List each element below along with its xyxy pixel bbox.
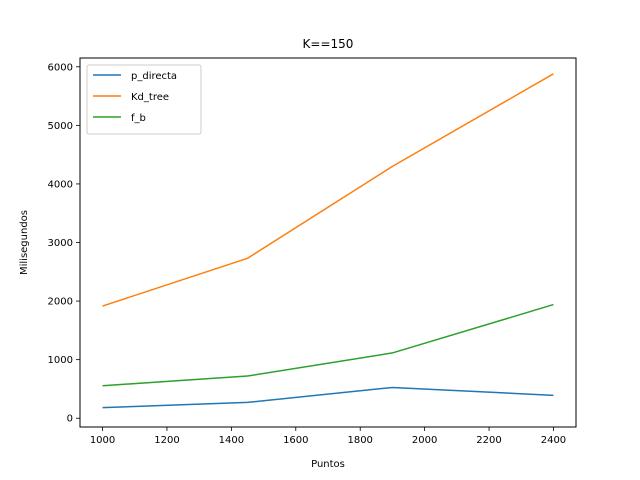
chart-title: K==150 xyxy=(303,37,354,51)
series-line-p_directa xyxy=(102,386,554,409)
legend: p_directa Kd_tree f_b xyxy=(86,64,202,135)
x-tick-label: 1000 xyxy=(90,435,115,446)
y-tick-label: 3000 xyxy=(48,238,73,249)
x-tick-label: 2000 xyxy=(412,435,437,446)
series-line-Kd_tree xyxy=(102,73,554,307)
x-tick-label: 1200 xyxy=(154,435,179,446)
x-tick-label: 2400 xyxy=(541,435,566,446)
y-tick-label: 4000 xyxy=(48,179,73,190)
legend-label-p_directa: p_directa xyxy=(131,71,177,82)
y-tick-label: 2000 xyxy=(48,297,73,308)
legend-label-f_b: f_b xyxy=(131,113,146,124)
y-axis: 0 1000 2000 3000 4000 5000 6000 xyxy=(48,62,80,425)
series-layer xyxy=(102,73,554,409)
x-tick-label: 1600 xyxy=(283,435,308,446)
y-axis-label: Milisegundos xyxy=(19,210,30,275)
legend-label-Kd_tree: Kd_tree xyxy=(131,92,169,103)
y-tick-label: 1000 xyxy=(48,355,73,366)
x-tick-label: 1800 xyxy=(347,435,372,446)
x-axis: 1000 1200 1400 1600 1800 2000 2200 2400 xyxy=(90,427,566,446)
x-tick-label: 1400 xyxy=(219,435,244,446)
y-tick-label: 6000 xyxy=(48,62,73,73)
x-tick-label: 2200 xyxy=(476,435,501,446)
y-tick-label: 5000 xyxy=(48,121,73,132)
y-tick-label: 0 xyxy=(67,414,73,425)
series-line-f_b xyxy=(102,303,554,387)
x-axis-label: Puntos xyxy=(311,459,345,470)
